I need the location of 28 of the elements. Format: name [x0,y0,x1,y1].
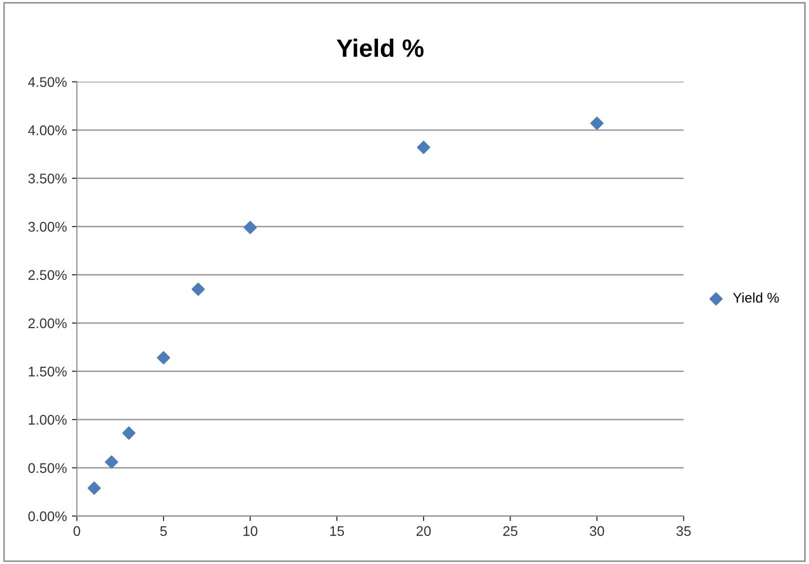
point [122,426,136,440]
y-tick-label: 0.50% [28,463,67,473]
x-tick-label: 5 [160,526,167,536]
y-tick-label: 0.00% [28,511,67,522]
point [590,116,604,130]
x-tick-label: 30 [590,526,604,536]
legend-label: Yield % [733,292,779,303]
y-tick-label: 1.00% [28,414,67,425]
point [192,282,205,296]
y-tick-label: 4.00% [28,125,67,136]
y-tick-label: 2.50% [28,270,67,280]
point [104,455,118,469]
x-tick-label: 10 [244,526,258,536]
point [156,351,170,364]
y-tick-label: 4.50% [28,77,67,87]
y-tick-label: 3.00% [28,222,67,232]
x-tick-label: 15 [330,526,344,536]
point [88,481,101,495]
point [244,220,257,234]
y-tick-label: 3.50% [28,174,67,184]
y-tick-label: 2.00% [28,318,67,328]
chart-title: Yield % [336,38,424,58]
x-tick-label: 0 [74,526,80,536]
point [416,140,430,154]
y-tick-label: 1.50% [28,366,67,376]
x-tick-label: 25 [503,526,518,536]
x-tick-label: 35 [676,526,691,536]
x-tick-label: 20 [416,526,431,536]
